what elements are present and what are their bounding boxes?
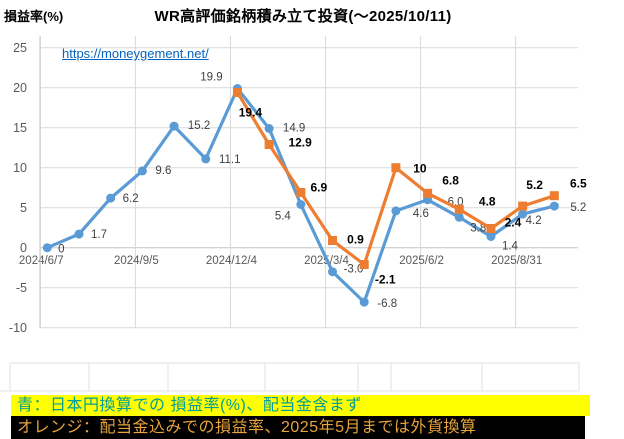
blue-data-label: 14.9 — [283, 123, 305, 135]
blue-series-point-marker — [391, 206, 401, 216]
y-axis-tick-label: -10 — [9, 321, 27, 335]
y-axis-tick-label: 5 — [20, 201, 27, 215]
blue-data-label: 9.6 — [155, 165, 171, 177]
blue-data-label: 0 — [58, 244, 64, 256]
orange-series-point-marker — [423, 188, 433, 198]
blue-data-label: 1.7 — [91, 229, 107, 241]
orange-data-label: -2.1 — [375, 273, 396, 287]
orange-series-point-marker — [391, 163, 401, 173]
blue-data-label: -6.8 — [377, 298, 397, 310]
footnote-orange-series: オレンジ：配当金込みでの損益率、2025年5月までは外貨換算 — [11, 416, 585, 439]
orange-series-point-marker — [549, 191, 559, 201]
orange-series-point-marker — [359, 260, 369, 269]
y-axis-title: 損益率(%) — [4, 9, 64, 24]
orange-data-label: 5.2 — [526, 178, 543, 192]
orange-data-label: 4.8 — [479, 194, 496, 208]
orange-data-label: 0.9 — [347, 233, 364, 247]
blue-series-point-marker — [169, 121, 179, 131]
blue-series-point-marker — [518, 209, 528, 219]
orange-series-point-marker — [518, 201, 528, 211]
blue-data-label: 11.1 — [219, 154, 241, 166]
blue-series-point-marker — [42, 243, 52, 253]
footnote-blue-series: 青：日本円換算での 損益率(%)、配当金含まず — [11, 395, 590, 416]
blue-series-point-marker — [201, 154, 211, 164]
y-axis-tick-label: 15 — [13, 121, 27, 135]
blue-data-label: 3.8 — [470, 222, 486, 234]
orange-series-point-marker — [232, 88, 242, 97]
blue-data-label: 19.9 — [200, 72, 222, 84]
chart-title: WR高評価銘柄積み立て投資(～2025/10/11) — [154, 8, 452, 25]
y-axis-tick-label: 10 — [13, 161, 27, 175]
orange-data-label: 6.9 — [310, 181, 327, 195]
blue-data-label: 5.4 — [275, 211, 292, 223]
orange-data-label: 2.4 — [505, 216, 522, 230]
orange-series-point-marker — [264, 140, 274, 149]
orange-series-point-marker — [328, 236, 338, 245]
y-axis-tick-label: 25 — [13, 41, 27, 55]
blue-data-label: 4.6 — [413, 208, 429, 220]
orange-series-line — [235, 90, 556, 267]
x-axis-tick-label: 2025/8/31 — [491, 255, 542, 267]
blue-series-point-marker — [454, 212, 464, 222]
blue-series-point-marker — [296, 200, 306, 209]
y-axis-tick-label: 20 — [13, 81, 27, 95]
profit-line-chart: 25 20 15 10 5 0 -5 -10 2024/6/7 2024/9/5 2024/12/4… — [0, 36, 587, 392]
orange-series-point-marker — [454, 204, 464, 214]
orange-data-label: 19.4 — [239, 106, 263, 120]
blue-series-point-marker — [264, 124, 274, 133]
orange-data-label: 10 — [413, 162, 427, 176]
blue-series-point-marker — [137, 166, 147, 176]
x-axis-tick-label: 2025/6/2 — [399, 255, 444, 267]
blue-series-point-marker — [359, 297, 369, 307]
blue-data-label: 1.4 — [502, 241, 519, 253]
orange-series-point-marker — [296, 188, 306, 197]
blue-series-point-marker — [549, 201, 559, 211]
blue-series-point-marker — [106, 193, 116, 203]
x-axis-tick-label: 2024/12/4 — [206, 255, 258, 267]
orange-series-point-marker — [486, 224, 496, 233]
blue-data-label: 4.2 — [526, 215, 542, 227]
blue-data-label: 5.2 — [570, 202, 586, 214]
moneygement-url-link[interactable]: https://moneygement.net/ — [62, 46, 209, 61]
orange-data-label: 6.5 — [570, 177, 587, 191]
orange-data-label: 6.8 — [442, 173, 459, 187]
blue-data-label: -3.0 — [344, 264, 364, 276]
blue-data-label: 15.2 — [188, 120, 210, 132]
blue-data-label: 6.2 — [123, 193, 139, 205]
blue-series-point-marker — [328, 267, 338, 277]
x-axis-tick-label: 2024/6/7 — [19, 255, 64, 267]
blue-series-point-marker — [74, 229, 84, 239]
orange-data-label: 12.9 — [288, 136, 312, 150]
y-axis-tick-label: -5 — [16, 281, 27, 295]
blue-series-point-marker — [486, 232, 496, 241]
x-axis-tick-label: 2024/9/5 — [114, 255, 159, 267]
y-axis-tick-label: 0 — [20, 241, 27, 255]
